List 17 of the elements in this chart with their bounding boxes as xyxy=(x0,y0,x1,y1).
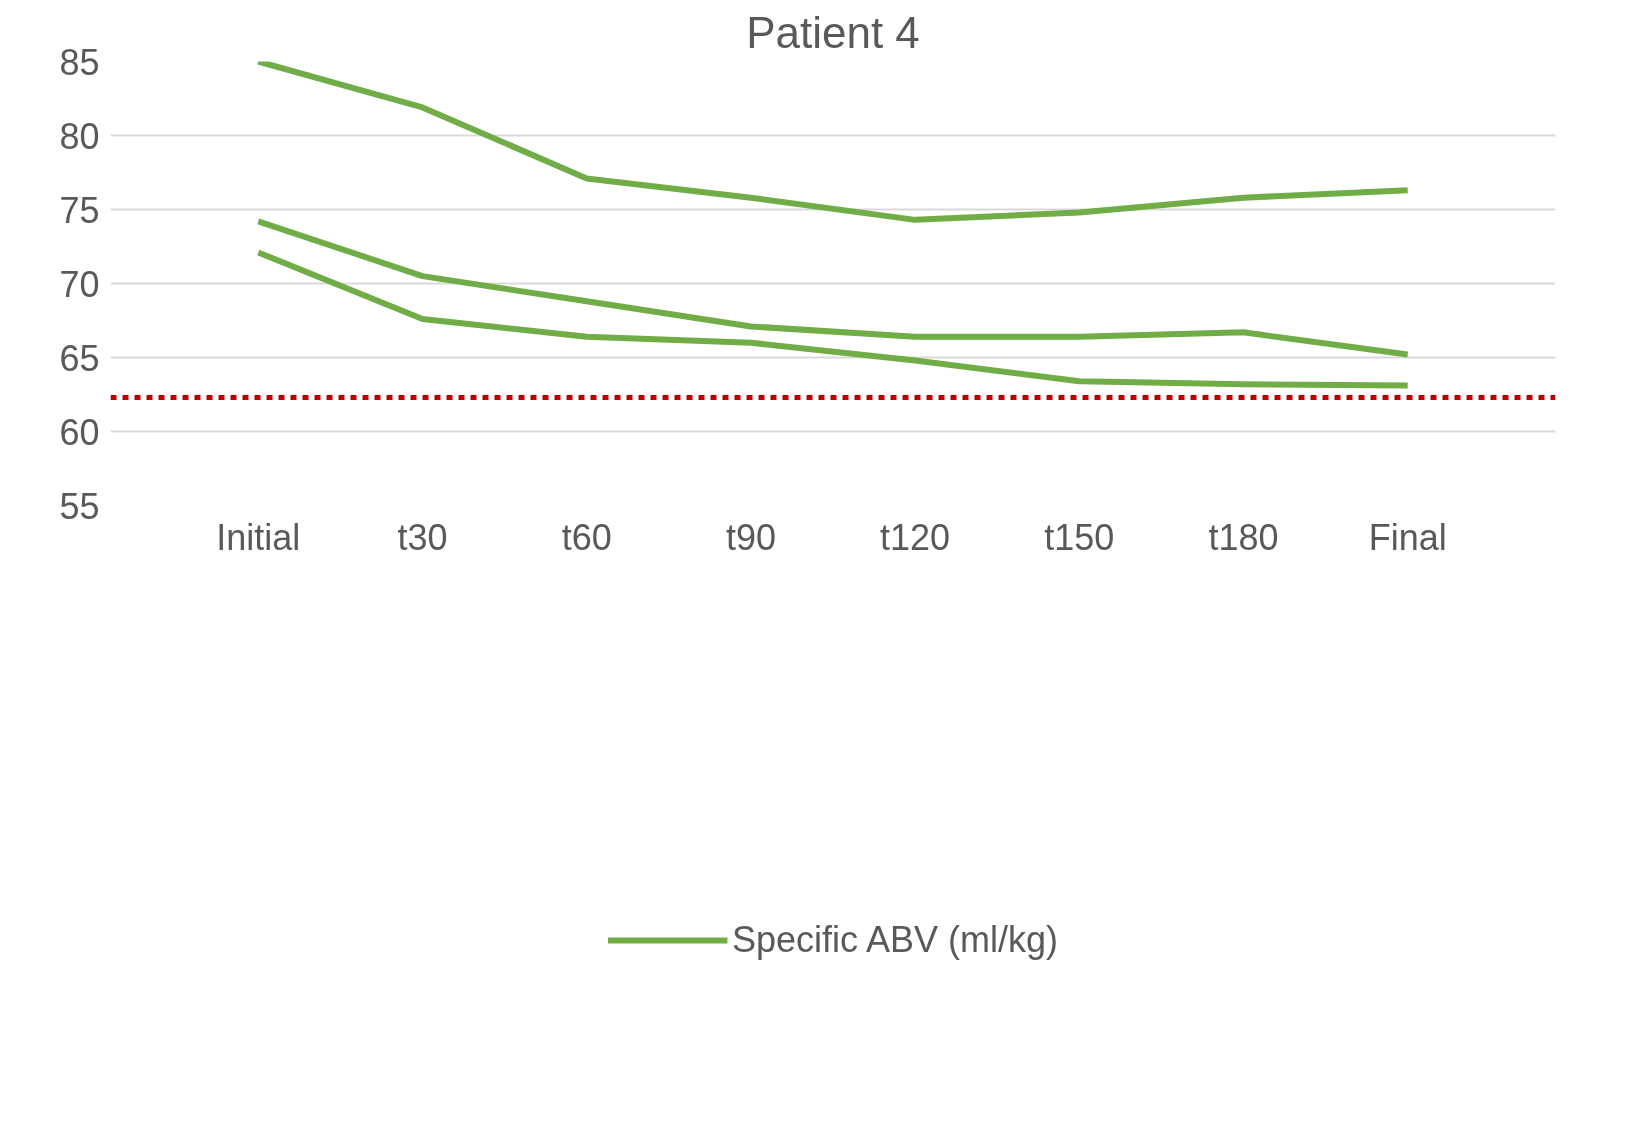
y-tick-label: 65 xyxy=(59,337,100,379)
y-tick-label: 75 xyxy=(59,189,100,231)
legend-label: Specific ABV (ml/kg) xyxy=(731,918,1059,961)
y-tick-label: 55 xyxy=(59,485,100,527)
x-tick-label: Final xyxy=(1368,516,1447,558)
y-tick-label: 85 xyxy=(59,41,100,83)
x-tick-label: Initial xyxy=(216,516,301,558)
y-tick-label: 80 xyxy=(59,115,100,157)
x-tick-label: t180 xyxy=(1208,516,1279,558)
x-tick-label: t150 xyxy=(1044,516,1115,558)
y-tick-label: 60 xyxy=(59,411,100,453)
x-tick-label: t120 xyxy=(880,516,951,558)
x-tick-label: t90 xyxy=(725,516,776,558)
x-tick-label: t30 xyxy=(397,516,448,558)
x-tick-label: t60 xyxy=(561,516,612,558)
y-tick-label: 70 xyxy=(59,263,100,305)
chart-title: Patient 4 xyxy=(746,7,920,57)
